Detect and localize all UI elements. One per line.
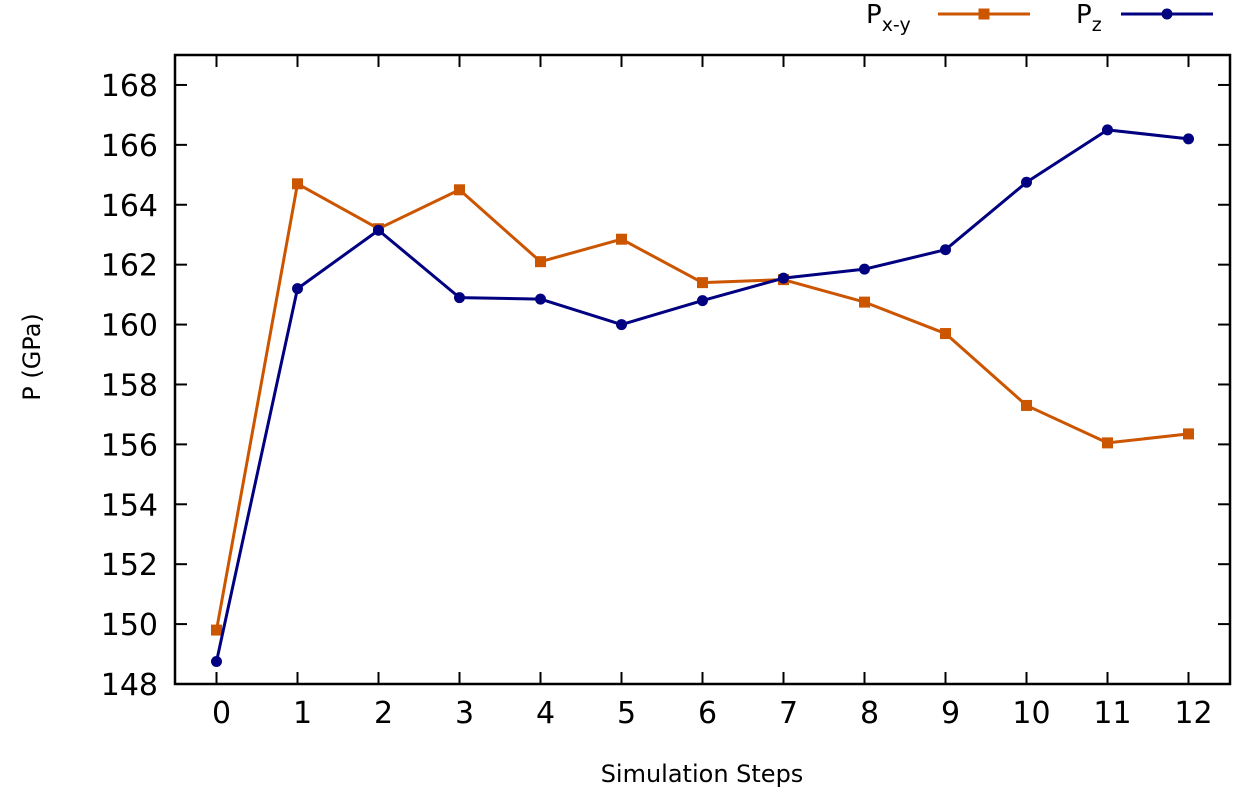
data-point-circle: [697, 295, 708, 307]
y-tick-label: 162: [101, 249, 158, 284]
data-point-circle: [940, 244, 951, 256]
data-point-circle: [373, 224, 384, 236]
x-tick-label: 1: [293, 696, 312, 731]
y-axis: 148 150 152 154 156 158 160 162 164 166 168: [101, 69, 1230, 703]
x-tick-label: 4: [536, 696, 555, 731]
x-tick-label: 9: [941, 696, 960, 731]
x-tick-label: 5: [617, 696, 636, 731]
y-axis-label: P (GPa): [18, 313, 46, 401]
y-tick-label: 152: [101, 548, 158, 583]
data-point-square: [859, 296, 870, 308]
data-point-circle: [211, 656, 222, 668]
y-tick-label: 148: [101, 668, 158, 703]
data-point-square: [535, 256, 546, 268]
legend-item-2: Pz: [1076, 0, 1213, 36]
data-point-circle: [1183, 133, 1194, 145]
data-point-square: [616, 233, 627, 245]
y-tick-label: 160: [101, 309, 158, 344]
x-tick-label: 0: [212, 696, 231, 731]
legend-item-1: Px-y: [866, 0, 1030, 36]
x-tick-label: 12: [1174, 696, 1212, 731]
legend: Px-y Pz: [866, 0, 1213, 36]
y-tick-label: 158: [101, 368, 158, 403]
data-point-circle: [454, 292, 465, 304]
data-point-square: [1183, 428, 1194, 440]
series-1: [211, 178, 1194, 636]
legend-label: Pz: [1076, 0, 1102, 36]
x-tick-label: 10: [1012, 696, 1050, 731]
data-point-circle: [292, 283, 303, 295]
y-tick-label: 156: [101, 428, 158, 463]
data-point-circle: [1102, 124, 1113, 136]
x-tick-label: 6: [698, 696, 717, 731]
x-tick-label: 2: [374, 696, 393, 731]
x-tick-label: 11: [1093, 696, 1131, 731]
data-point-square: [292, 178, 303, 190]
data-point-square: [211, 624, 222, 636]
data-point-square: [940, 328, 951, 340]
data-point-circle: [1021, 176, 1032, 188]
y-tick-label: 164: [101, 189, 158, 224]
legend-label: Px-y: [866, 0, 911, 36]
data-point-circle: [778, 272, 789, 284]
plot-frame: [173, 53, 1232, 686]
data-point-circle: [535, 293, 546, 305]
series-2: [211, 124, 1194, 668]
data-point-circle: [859, 263, 870, 275]
x-axis: 0 1 2 3 4 5 6 7 8 9 10 11 12: [212, 55, 1213, 731]
data-point-square: [1021, 399, 1032, 411]
series-layer: [211, 124, 1194, 668]
y-tick-label: 168: [101, 69, 158, 104]
data-point-square: [454, 184, 465, 196]
y-tick-label: 154: [101, 488, 158, 523]
legend-marker-square: [978, 8, 990, 20]
data-point-square: [1102, 437, 1113, 449]
x-tick-label: 8: [860, 696, 879, 731]
series-line: [215, 128, 1189, 662]
x-tick-label: 3: [455, 696, 474, 731]
plot-area: [173, 53, 1232, 686]
data-point-circle: [616, 319, 627, 331]
data-point-square: [697, 277, 708, 289]
series-line: [215, 182, 1189, 631]
x-tick-label: 7: [779, 696, 798, 731]
y-tick-label: 150: [101, 608, 158, 643]
legend-marker-circle: [1161, 8, 1173, 20]
y-tick-label: 166: [101, 129, 158, 164]
x-axis-label: Simulation Steps: [601, 760, 804, 788]
